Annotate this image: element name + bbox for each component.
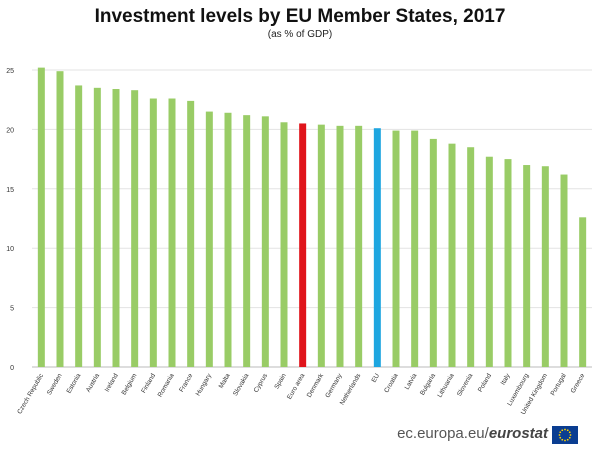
- x-tick-label: Bulgaria: [419, 372, 437, 396]
- bar: [187, 100, 195, 367]
- eu-star: [559, 431, 562, 434]
- chart-title: Investment levels by EU Member States, 2…: [94, 6, 506, 27]
- x-tick-label: Malta: [218, 372, 232, 390]
- x-tick-label: Finland: [140, 372, 157, 394]
- bar: [299, 123, 307, 368]
- eu-star: [559, 436, 562, 439]
- x-tick-label: Belgium: [121, 373, 139, 397]
- bar: [392, 130, 400, 367]
- x-tick-label: Portugal: [550, 372, 568, 397]
- x-tick-label: Germany: [324, 372, 344, 399]
- x-tick-label: Poland: [477, 372, 493, 393]
- eu-star: [568, 431, 571, 434]
- bar: [560, 174, 568, 367]
- bar: [429, 138, 437, 367]
- source-footer[interactable]: ec.europa.eu/eurostat: [397, 425, 548, 442]
- bar: [504, 159, 512, 367]
- eu-star: [569, 434, 572, 436]
- bar: [56, 71, 64, 368]
- x-tick-label: Hungary: [195, 372, 214, 397]
- bar: [317, 124, 325, 367]
- bar: [523, 165, 531, 367]
- x-tick-label: Spain: [273, 372, 288, 390]
- bar: [168, 98, 176, 368]
- bar: [224, 112, 232, 367]
- x-tick-label: Lithuania: [436, 372, 455, 399]
- x-tick-label: Denmark: [306, 372, 326, 399]
- bar: [205, 111, 213, 367]
- bar: [467, 147, 475, 367]
- bar: [448, 143, 456, 367]
- x-tick-label: Italy: [500, 372, 512, 386]
- bar: [261, 116, 269, 367]
- x-tick-label: Austria: [85, 372, 101, 393]
- bar: [131, 90, 139, 368]
- x-tick-label: Euro area: [286, 372, 307, 401]
- bar: [411, 130, 419, 367]
- bar: [541, 166, 549, 367]
- x-tick-label: Czech Republic: [16, 372, 45, 416]
- eu-star: [561, 429, 564, 432]
- footer-text: ec.europa.eu/: [397, 425, 489, 442]
- eu-star: [561, 438, 564, 441]
- x-tick-label: Sweden: [46, 372, 64, 396]
- x-tick-label: Slovenia: [456, 372, 475, 397]
- x-tick-label: Romania: [157, 372, 176, 398]
- eu-flag-icon: [552, 426, 578, 444]
- y-tick-label: 0: [10, 365, 14, 372]
- chart-subtitle: (as % of GDP): [267, 29, 333, 40]
- x-tick-label: Croatia: [383, 372, 400, 394]
- footer-brand: eurostat: [488, 425, 548, 442]
- bar: [373, 128, 381, 367]
- x-tick-label: Slovakia: [232, 372, 251, 397]
- bar: [75, 85, 83, 367]
- bar: [280, 122, 288, 367]
- bar: [243, 115, 251, 367]
- bar: [93, 87, 101, 367]
- x-tick-label: EU: [370, 372, 381, 384]
- x-tick-label: Ireland: [104, 372, 120, 393]
- y-tick-label: 5: [10, 306, 14, 313]
- eu-star: [566, 438, 569, 441]
- bar: [485, 156, 493, 367]
- bar: [336, 125, 344, 367]
- x-tick-label: France: [178, 372, 194, 393]
- eu-star: [566, 429, 569, 432]
- bar: [149, 98, 157, 368]
- eu-star: [564, 428, 566, 431]
- x-tick-label: Cyprus: [253, 372, 270, 394]
- y-tick-label: 10: [6, 246, 14, 253]
- eu-star: [564, 439, 566, 442]
- eu-star: [558, 434, 561, 436]
- eu-star: [568, 436, 571, 439]
- y-tick-label: 25: [6, 68, 14, 75]
- bar: [355, 125, 363, 367]
- y-tick-label: 20: [6, 127, 14, 134]
- y-tick-label: 15: [6, 187, 14, 194]
- bar: [112, 89, 120, 368]
- x-tick-label: Greece: [570, 372, 587, 394]
- x-tick-label: Estonia: [65, 372, 82, 395]
- x-tick-label: Latvia: [404, 372, 419, 391]
- bar: [579, 217, 587, 367]
- bar: [37, 67, 45, 368]
